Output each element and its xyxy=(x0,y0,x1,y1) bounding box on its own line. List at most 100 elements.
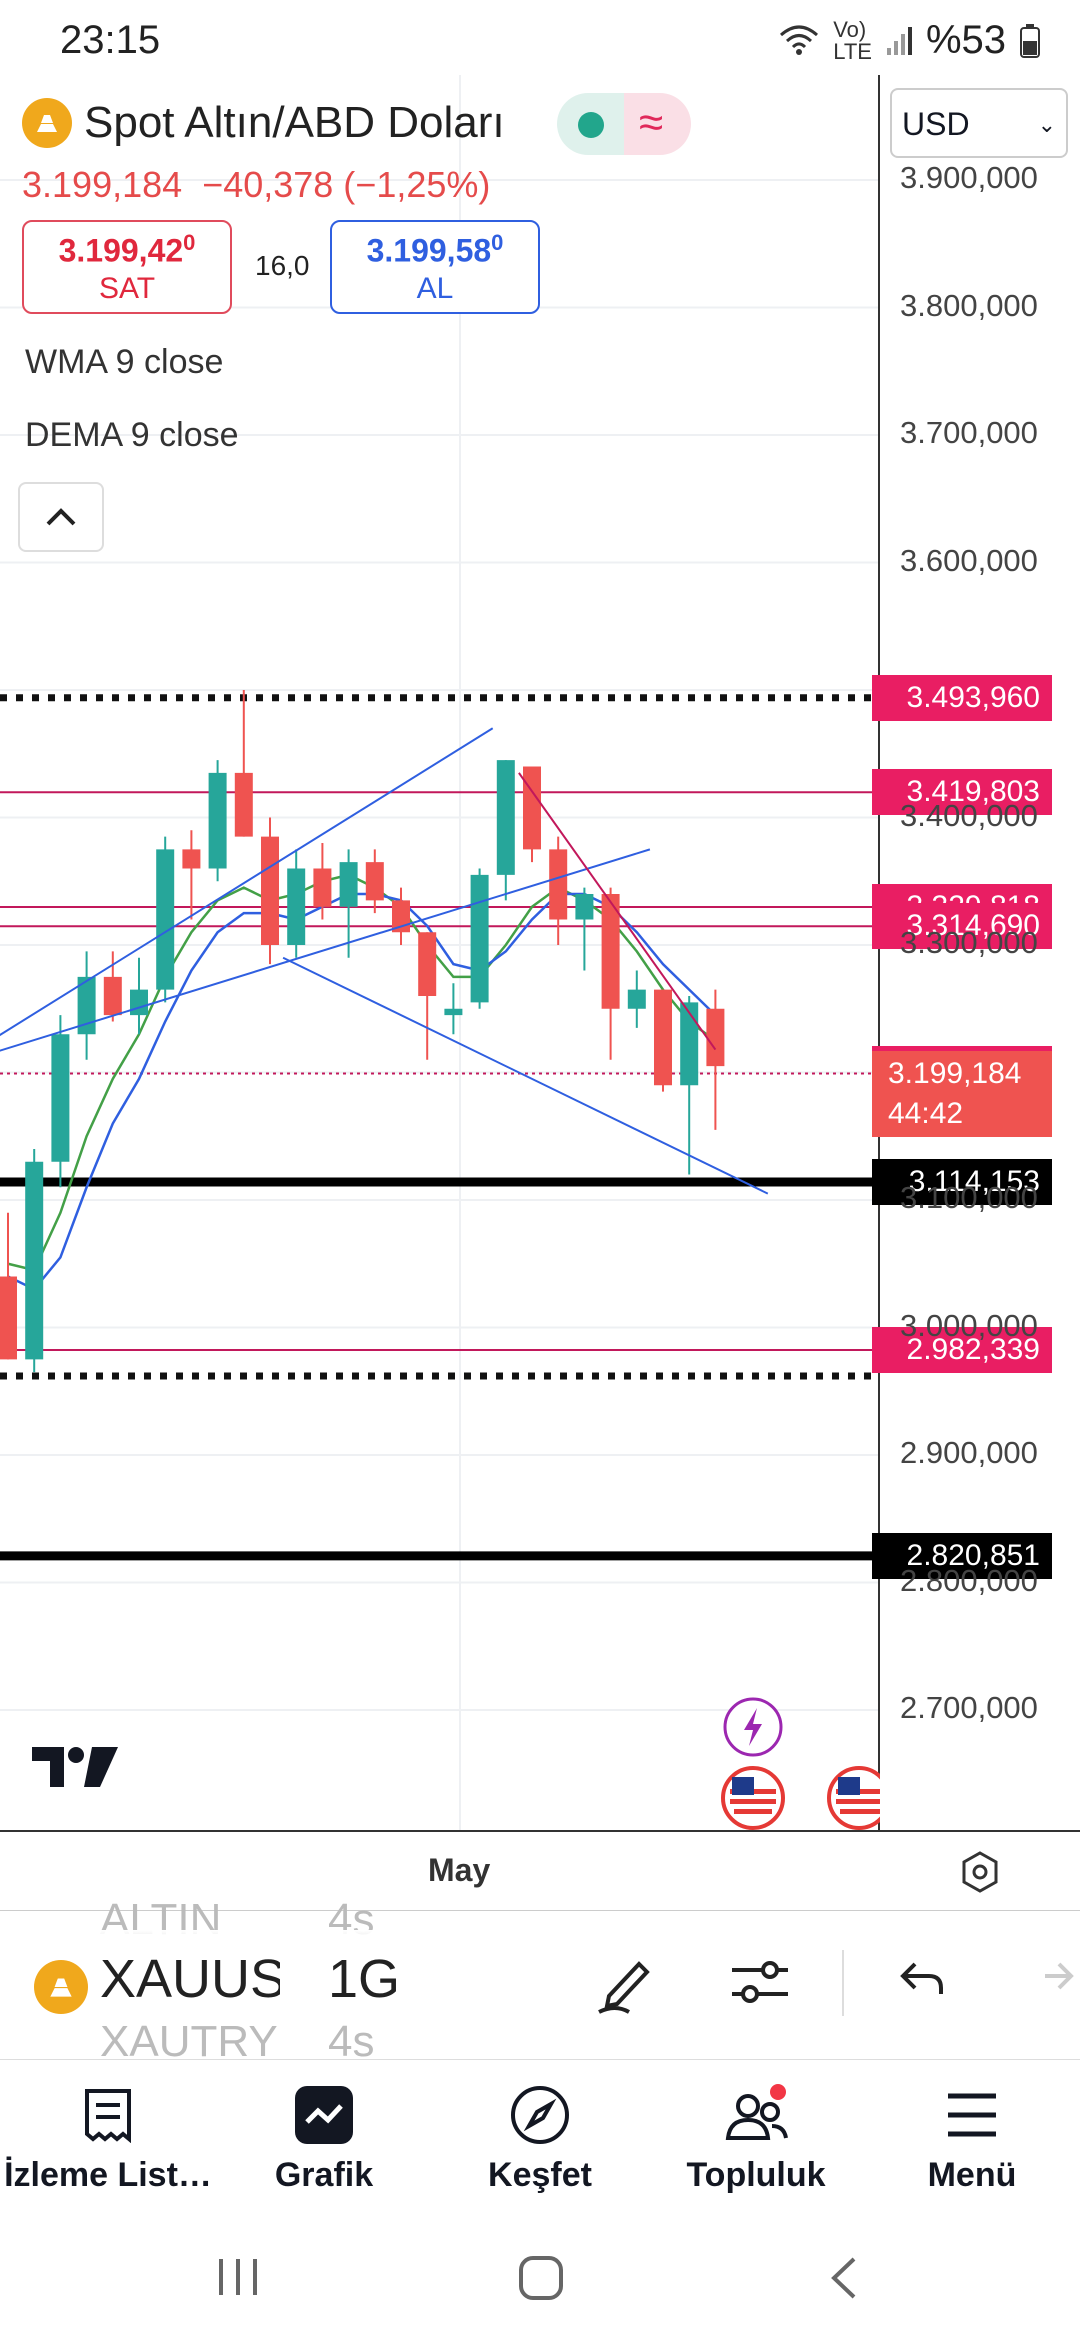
candle-body xyxy=(365,862,384,901)
price-chart[interactable] xyxy=(0,75,1080,1830)
nav-watchlist[interactable]: İzleme List… xyxy=(0,2080,216,2195)
candle-body xyxy=(444,1008,463,1016)
us-flag-event-icon[interactable] xyxy=(720,1765,786,1831)
time-axis[interactable] xyxy=(0,1830,1080,1910)
candle-body xyxy=(25,1161,44,1360)
currency-select[interactable]: USD ⌄ xyxy=(890,88,1068,158)
buy-price-sup: 0 xyxy=(491,230,504,255)
candle-body xyxy=(130,989,148,1016)
market-open-dot xyxy=(578,112,604,138)
candle-body xyxy=(706,1008,725,1067)
indicator-dema[interactable]: DEMA 9 close xyxy=(25,416,239,454)
sell-button[interactable]: 3.199,420 SAT xyxy=(22,220,232,314)
candle-body xyxy=(654,989,672,1086)
current-price-value: 3.199,184 xyxy=(888,1056,1022,1090)
time-label-may: May xyxy=(428,1852,491,1888)
candle-body xyxy=(0,1276,17,1360)
price-tick-label: 2.700,000 xyxy=(900,1690,1038,1725)
battery-percent: %53 xyxy=(925,18,1006,62)
currency-value: USD xyxy=(902,106,970,142)
candle-body xyxy=(601,894,620,1009)
price-level-label: 2.820,851 xyxy=(872,1532,1052,1579)
symbol-gold-icon xyxy=(34,1960,88,2014)
candle-body xyxy=(51,1034,70,1162)
collapse-legend-button[interactable] xyxy=(18,482,104,552)
indicator-wma[interactable]: WMA 9 close xyxy=(25,343,224,381)
wave-icon: ≈ xyxy=(639,98,664,147)
price-tick-label: 3.600,000 xyxy=(900,542,1038,578)
price-tick-label: 3.000,000 xyxy=(900,1307,1038,1343)
candle-body xyxy=(523,766,541,850)
trendline xyxy=(0,727,494,1037)
candle-body xyxy=(261,836,279,945)
candle-body xyxy=(496,760,515,875)
gold-bars-icon xyxy=(22,98,72,148)
price-change-line: 3.199,184 −40,378 (−1,25%) xyxy=(22,164,490,206)
undo-icon[interactable] xyxy=(895,1950,951,2006)
compass-icon xyxy=(511,2086,569,2144)
current-price-label: 3.199,184 44:42 xyxy=(872,1050,1052,1137)
nav-community-label: Topluluk xyxy=(686,2156,826,2194)
price-change: −40,378 (−1,25%) xyxy=(202,164,491,205)
interval-next: 4s xyxy=(328,2017,375,2066)
tradingview-logo xyxy=(32,1747,118,1787)
nav-menu-label: Menü xyxy=(927,2156,1017,2194)
candle-body xyxy=(234,772,253,837)
price-level-label: 2.982,339 xyxy=(872,1327,1052,1374)
us-flag-event-icon-2[interactable] xyxy=(826,1765,880,1831)
candle-body xyxy=(575,894,594,920)
chart-settings-icon[interactable] xyxy=(958,1850,1002,1894)
candle-body xyxy=(156,849,175,990)
home-icon[interactable] xyxy=(518,2255,564,2301)
candle-body xyxy=(627,989,646,1009)
nav-community[interactable]: Topluluk xyxy=(648,2080,864,2195)
nav-watchlist-label: İzleme List… xyxy=(4,2156,212,2194)
sell-label: SAT xyxy=(98,271,156,305)
candle-body xyxy=(339,862,358,907)
candle-body xyxy=(470,874,489,1003)
price-tick-label: 3.900,000 xyxy=(900,160,1038,195)
symbol-next: XAUTRY xyxy=(100,2017,278,2066)
redo-icon[interactable] xyxy=(1035,1950,1080,2006)
status-time: 23:15 xyxy=(60,18,161,62)
nav-chart-label: Grafik xyxy=(274,2156,374,2194)
candle-body xyxy=(680,1002,699,1086)
price-tick-label: 3.400,000 xyxy=(900,797,1038,833)
system-navigation-bar xyxy=(0,2215,1080,2340)
trendline xyxy=(282,956,769,1195)
interval-selector[interactable]: 1G xyxy=(328,1949,401,2009)
candle-body xyxy=(287,868,306,945)
nav-menu[interactable]: Menü xyxy=(864,2080,1080,2195)
price-tick-label: 3.700,000 xyxy=(900,415,1038,450)
back-icon[interactable] xyxy=(828,2255,858,2301)
price-tick-label: 2.900,000 xyxy=(900,1435,1038,1470)
drawing-pen-icon[interactable] xyxy=(595,1950,661,2016)
chevron-down-icon: ⌄ xyxy=(1037,112,1056,137)
symbol-header[interactable]: Spot Altın/ABD Doları xyxy=(22,98,505,148)
price-tick-label: 3.100,000 xyxy=(900,1180,1038,1215)
nav-explore-label: Keşfet xyxy=(488,2156,592,2194)
nav-chart[interactable]: Grafik xyxy=(216,2080,432,2195)
buy-button[interactable]: 3.199,580 AL xyxy=(330,220,540,314)
lightning-icon[interactable] xyxy=(722,1696,784,1758)
last-price: 3.199,184 xyxy=(22,164,183,205)
symbol-selector[interactable]: XAUUSD xyxy=(100,1949,280,2009)
sell-price: 3.199,42 xyxy=(58,232,184,269)
market-status-toggle[interactable]: ≈ xyxy=(557,93,691,155)
candle-body xyxy=(313,868,332,907)
price-level-label: 3.314,690 xyxy=(872,903,1052,950)
sell-price-sup: 0 xyxy=(183,230,196,255)
signal-icon xyxy=(886,26,912,55)
wifi-icon xyxy=(780,25,819,55)
price-tick-label: 3.800,000 xyxy=(900,287,1038,323)
price-level-label: 3.493,960 xyxy=(872,674,1052,721)
candle-body xyxy=(549,849,568,920)
volte-icon: Vo) LTE xyxy=(833,16,872,64)
wma-line xyxy=(7,873,717,1272)
recent-apps-icon[interactable] xyxy=(215,2255,261,2299)
spread-value: 16,0 xyxy=(255,250,310,281)
nav-explore[interactable]: Keşfet xyxy=(432,2080,648,2195)
watchlist-icon xyxy=(85,2089,131,2143)
trendline xyxy=(518,772,717,1051)
indicators-sliders-icon[interactable] xyxy=(728,1950,792,2014)
